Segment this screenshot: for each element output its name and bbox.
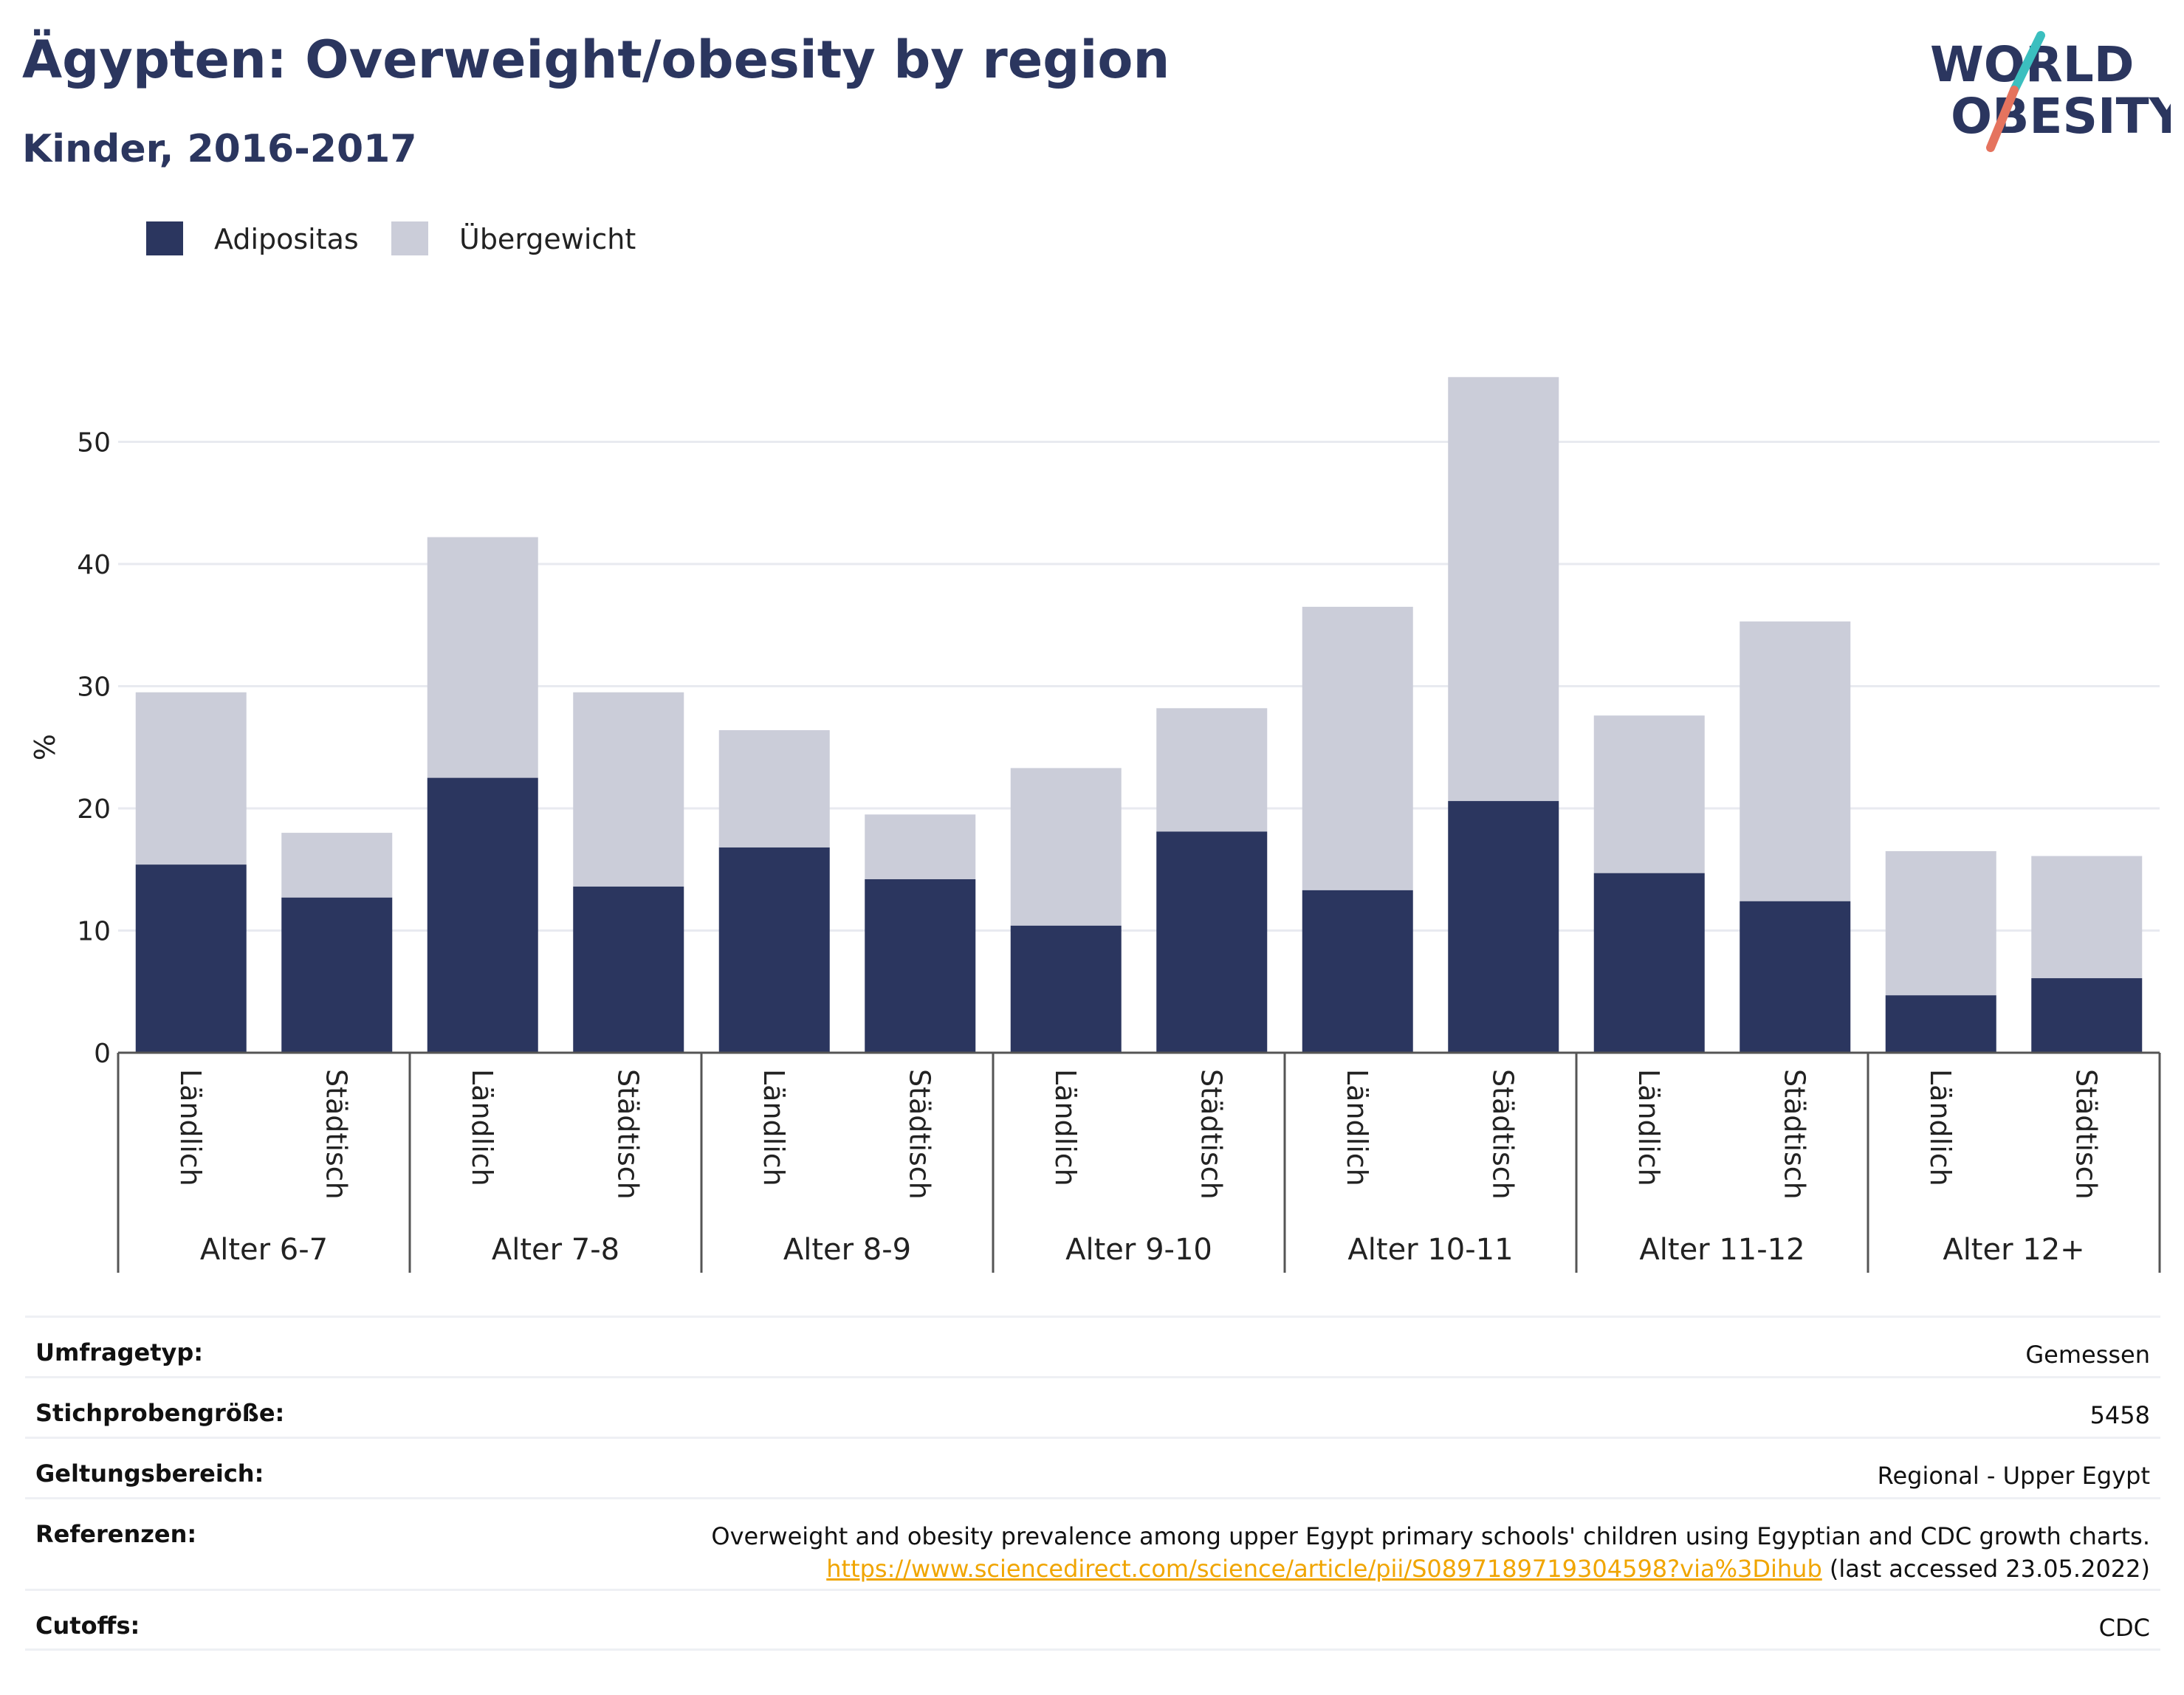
- y-tick-label: 30: [77, 673, 111, 703]
- bar-adipositas: [427, 777, 538, 1053]
- bar-adipositas: [1302, 890, 1413, 1053]
- x-tick-label: Ländlich: [174, 1069, 207, 1186]
- legend-swatch-adipositas: [146, 221, 183, 255]
- x-group-label: Alter 12+: [1943, 1233, 2084, 1267]
- bar-uebergewicht: [1302, 606, 1413, 890]
- bar-uebergewicht: [865, 814, 976, 879]
- bar-uebergewicht: [1448, 377, 1559, 802]
- bar-adipositas: [573, 886, 684, 1053]
- x-tick-label: Städtisch: [320, 1069, 352, 1200]
- x-tick-label: Städtisch: [903, 1069, 935, 1200]
- bar-uebergewicht: [2031, 856, 2143, 979]
- y-tick-label: 40: [77, 550, 111, 580]
- bar-adipositas: [281, 897, 393, 1053]
- y-tick-label: 20: [77, 794, 111, 825]
- bar-uebergewicht: [1010, 768, 1122, 926]
- x-group-label: Alter 9-10: [1065, 1233, 1212, 1267]
- x-tick-label: Ländlich: [466, 1069, 498, 1186]
- bar-uebergewicht: [281, 833, 393, 898]
- page-title: Ägypten: Overweight/obesity by region: [22, 30, 1170, 90]
- bar-uebergewicht: [718, 730, 830, 848]
- reference-suffix: (last accessed 23.05.2022): [1821, 1555, 2150, 1583]
- x-group-label: Alter 7-8: [492, 1233, 619, 1267]
- x-tick-label: Städtisch: [1778, 1069, 1810, 1200]
- x-tick-label: Städtisch: [1195, 1069, 1227, 1200]
- y-tick-label: 0: [94, 1039, 111, 1069]
- bar-uebergewicht: [135, 692, 247, 865]
- meta-value: Regional - Upper Egypt: [1877, 1462, 2150, 1490]
- bar-adipositas: [1156, 831, 1268, 1053]
- bar-adipositas: [1593, 873, 1705, 1053]
- bar-adipositas: [1885, 995, 1996, 1053]
- bar-adipositas: [718, 847, 830, 1053]
- bar-uebergewicht: [1740, 621, 1851, 901]
- x-tick-label: Ländlich: [758, 1069, 790, 1186]
- logo-slash-bottom: [1986, 86, 2019, 152]
- meta-row-cutoffs: Cutoffs: CDC: [25, 1589, 2160, 1651]
- meta-value: Overweight and obesity prevalence among …: [711, 1522, 2150, 1550]
- x-group-label: Alter 8-9: [783, 1233, 911, 1267]
- world-obesity-logo[interactable]: WORLD OBESITY: [1920, 30, 2171, 162]
- x-tick-label: Ländlich: [1049, 1069, 1082, 1186]
- x-tick-label: Ländlich: [1924, 1069, 1957, 1186]
- bar-adipositas: [2031, 978, 2143, 1053]
- meta-key: Stichprobengröße:: [35, 1399, 285, 1427]
- meta-row-survey-type: Umfragetyp: Gemessen: [25, 1316, 2160, 1376]
- meta-row-references: Referenzen: Overweight and obesity preva…: [25, 1497, 2160, 1589]
- logo-slash-top: [2010, 31, 2045, 94]
- meta-row-scope: Geltungsbereich: Regional - Upper Egypt: [25, 1437, 2160, 1497]
- bar-adipositas: [1740, 901, 1851, 1053]
- x-tick-label: Städtisch: [1486, 1069, 1519, 1200]
- meta-key: Cutoffs:: [35, 1612, 140, 1640]
- bar-uebergewicht: [1885, 850, 1996, 996]
- legend-swatch-uebergewicht: [391, 221, 428, 255]
- bar-adipositas: [865, 879, 976, 1053]
- reference-link[interactable]: https://www.sciencedirect.com/science/ar…: [826, 1555, 1822, 1583]
- bar-adipositas: [1010, 925, 1122, 1053]
- bar-uebergewicht: [1156, 708, 1268, 832]
- x-tick-label: Ländlich: [1632, 1069, 1665, 1186]
- meta-reference-line: https://www.sciencedirect.com/science/ar…: [35, 1553, 2150, 1585]
- x-group-label: Alter 6-7: [200, 1233, 328, 1267]
- bar-uebergewicht: [427, 537, 538, 778]
- meta-key: Geltungsbereich:: [35, 1460, 264, 1488]
- meta-value: 5458: [2089, 1401, 2150, 1429]
- x-group-label: Alter 11-12: [1639, 1233, 1804, 1267]
- metadata-table: Umfragetyp: Gemessen Stichprobengröße: 5…: [25, 1316, 2160, 1651]
- bar-adipositas: [135, 864, 247, 1053]
- y-tick-label: 10: [77, 917, 111, 947]
- meta-row-sample-size: Stichprobengröße: 5458: [25, 1376, 2160, 1437]
- page-subtitle: Kinder, 2016-2017: [22, 127, 417, 171]
- bar-adipositas: [1448, 801, 1559, 1053]
- legend-label-uebergewicht: Übergewicht: [459, 223, 636, 255]
- stacked-bar-chart: 0 10 20 30 40 50% Ländlich Städtisch Alter 6-7 Lä…: [29, 377, 2161, 1273]
- meta-value: Gemessen: [2025, 1341, 2150, 1369]
- x-group-label: Alter 10-11: [1347, 1233, 1513, 1267]
- bar-uebergewicht: [1593, 715, 1705, 873]
- x-tick-label: Städtisch: [2070, 1069, 2102, 1200]
- x-tick-label: Ländlich: [1341, 1069, 1373, 1186]
- y-tick-label: 50: [77, 428, 111, 458]
- meta-key: Referenzen:: [35, 1520, 197, 1548]
- logo-line2: OBESITY: [1951, 88, 2171, 145]
- bar-uebergewicht: [573, 692, 684, 887]
- meta-value: CDC: [2098, 1614, 2150, 1642]
- legend-label-adipositas: Adipositas: [214, 223, 359, 255]
- x-tick-label: Städtisch: [611, 1069, 644, 1200]
- meta-key: Umfragetyp:: [35, 1338, 204, 1366]
- y-axis-label: %: [29, 734, 61, 760]
